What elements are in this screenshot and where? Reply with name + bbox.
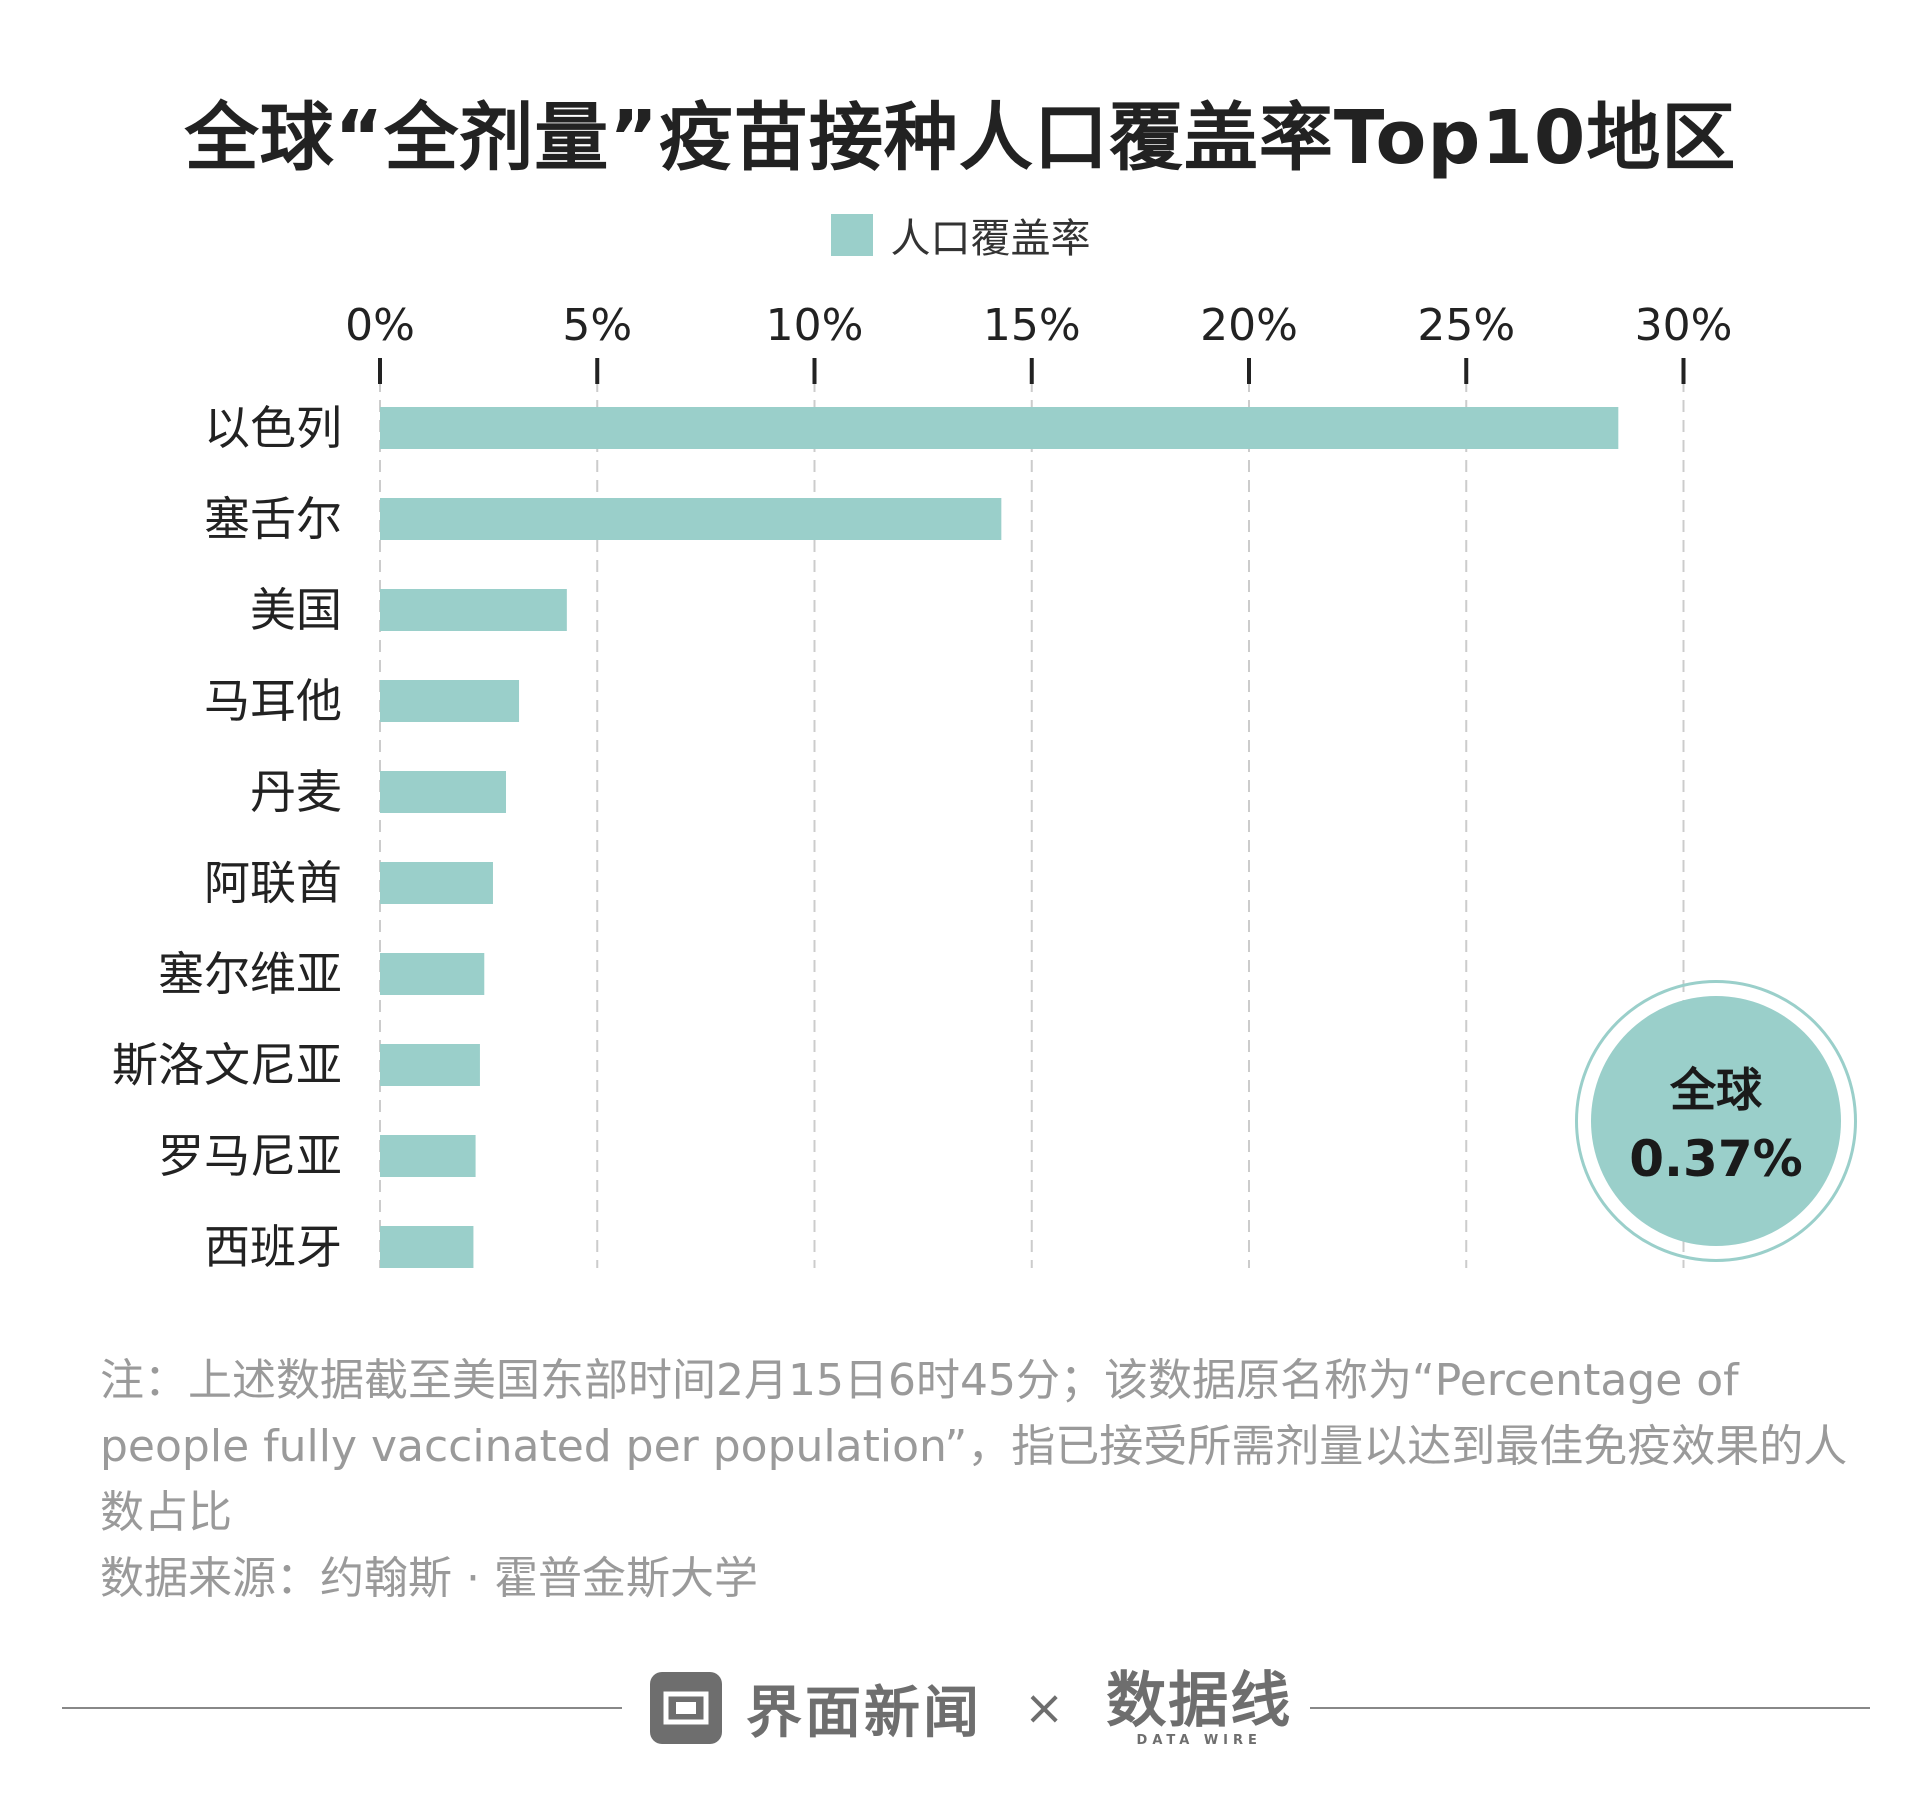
legend: 人口覆盖率 — [0, 206, 1921, 264]
brand-separator: × — [1024, 1680, 1065, 1736]
x-tick-label: 10% — [766, 300, 864, 351]
data-source: 数据来源：约翰斯 · 霍普金斯大学 — [100, 1553, 758, 1604]
bar — [380, 589, 567, 631]
y-category-label: 美国 — [250, 583, 342, 637]
y-category-label: 西班牙 — [204, 1220, 342, 1274]
legend-label: 人口覆盖率 — [890, 216, 1091, 262]
jiemian-logo-icon — [650, 1672, 722, 1744]
y-category-label: 塞舌尔 — [204, 492, 342, 546]
global-badge-label: 全球 — [1670, 1063, 1762, 1117]
bar — [380, 1044, 480, 1086]
bar — [380, 862, 493, 904]
bar — [380, 1226, 474, 1268]
x-tick-label: 15% — [983, 300, 1081, 351]
bar — [380, 498, 1002, 540]
footer-brand: 界面新闻 × 数据线 DATA WIRE — [650, 1663, 1292, 1753]
y-category-label: 塞尔维亚 — [158, 947, 342, 1001]
datawire-logo-en: DATA WIRE — [1136, 1732, 1262, 1748]
y-category-label: 丹麦 — [250, 765, 342, 819]
footer-divider-right — [1310, 1707, 1870, 1709]
bar — [380, 953, 485, 995]
datawire-logo-zh: 数据线 — [1106, 1665, 1293, 1736]
global-badge: 全球 0.37% — [1591, 996, 1841, 1246]
y-category-label: 马耳他 — [204, 674, 342, 728]
y-category-label: 阿联酋 — [204, 856, 342, 910]
y-category-label: 斯洛文尼亚 — [112, 1038, 342, 1092]
bar — [380, 771, 507, 813]
x-tick-label: 0% — [345, 300, 415, 351]
x-tick-label: 20% — [1200, 300, 1298, 351]
y-category-label: 以色列 — [204, 401, 342, 455]
global-badge-ring — [1575, 980, 1857, 1262]
datawire-logo: 数据线 DATA WIRE — [1106, 1669, 1292, 1748]
x-tick-label: 30% — [1635, 300, 1733, 351]
legend-swatch — [830, 214, 873, 256]
global-badge-value: 0.37% — [1629, 1130, 1803, 1188]
chart-title: 全球“全剂量”疫苗接种人口覆盖率Top10地区 — [184, 95, 1737, 181]
bar — [380, 407, 1619, 449]
footnote: 注：上述数据截至美国东部时间2月15日6时45分；该数据原名称为“Percent… — [100, 1355, 1848, 1538]
brand-name: 界面新闻 — [746, 1680, 982, 1746]
bar — [380, 1135, 476, 1177]
footer-divider-left — [62, 1707, 622, 1709]
x-tick-label: 5% — [562, 300, 632, 351]
bar — [380, 680, 520, 722]
y-category-label: 罗马尼亚 — [158, 1129, 342, 1183]
x-tick-label: 25% — [1417, 300, 1515, 351]
